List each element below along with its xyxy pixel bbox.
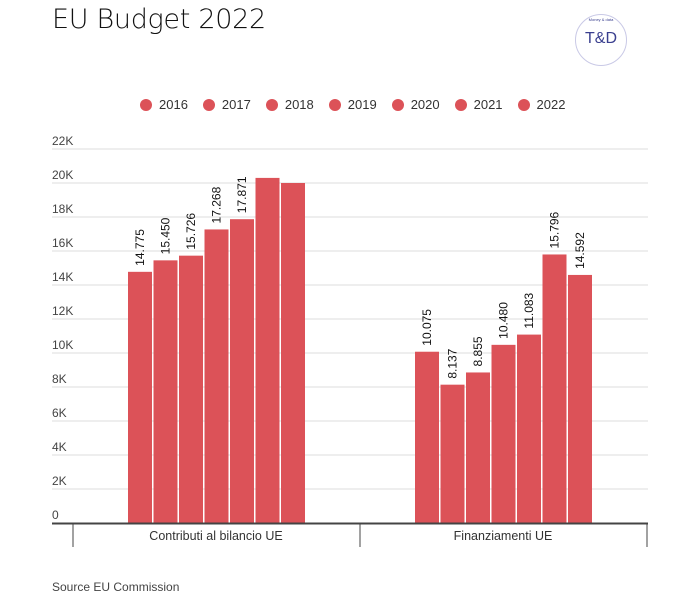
- bar-2020-finanziamenti: [517, 334, 541, 523]
- y-tick-label: 20K: [52, 168, 73, 182]
- bar-2020-contributi: [230, 219, 254, 523]
- chart-legend: 2016 2017 2018 2019 2020 2021 2022: [140, 97, 580, 112]
- legend-item-2021[interactable]: 2021: [454, 97, 503, 112]
- legend-marker: [391, 98, 404, 111]
- data-label: 11.083: [522, 292, 536, 328]
- bar-2018-contributi: [179, 255, 203, 523]
- data-label: 17.268: [210, 186, 224, 223]
- data-label: 10.075: [420, 309, 434, 346]
- legend-marker: [328, 98, 341, 111]
- logo-subtext: Money & data: [588, 17, 614, 22]
- legend-marker: [454, 98, 467, 111]
- y-tick-label: 4K: [52, 440, 67, 454]
- y-tick-label: 12K: [52, 304, 73, 318]
- bar-2019-finanziamenti: [491, 344, 516, 523]
- bar-2022-finanziamenti: [568, 274, 592, 523]
- legend-item-2019[interactable]: 2019: [328, 97, 377, 112]
- y-tick-label: 0: [52, 508, 59, 522]
- bar-chart: 0 2K 4K 6K 8K 10K 12K 14K 16K 18K 20K 22K 14.775 15.4…: [52, 134, 648, 547]
- y-tick-label: 22K: [52, 134, 73, 148]
- bar-2019-contributi: [204, 229, 229, 523]
- y-tick-label: 18K: [52, 202, 73, 216]
- legend-label: 2017: [221, 97, 251, 112]
- bar-2017-contributi: [153, 260, 178, 523]
- legend-marker: [517, 98, 530, 111]
- legend-item-2020[interactable]: 2020: [391, 97, 440, 112]
- legend-item-2022[interactable]: 2022: [517, 97, 566, 112]
- legend-label: 2021: [473, 97, 503, 112]
- legend-label: 2016: [159, 97, 188, 112]
- data-label: 15.726: [184, 213, 198, 250]
- legend-item-2016[interactable]: 2016: [140, 97, 188, 112]
- brand-logo: Money & data T&D: [575, 14, 627, 66]
- legend-label: 2018: [284, 97, 314, 112]
- legend-item-2017[interactable]: 2017: [202, 97, 251, 112]
- y-tick-label: 2K: [52, 474, 67, 488]
- y-tick-label: 16K: [52, 236, 73, 250]
- bar-2018-finanziamenti: [466, 372, 490, 523]
- data-label: 15.450: [159, 217, 173, 254]
- legend-label: 2020: [410, 97, 440, 112]
- y-tick-label: 8K: [52, 372, 67, 386]
- data-label: 14.775: [133, 229, 147, 266]
- data-label: 10.480: [497, 302, 511, 339]
- bar-2021-contributi: [255, 177, 280, 523]
- data-label: 14.592: [573, 232, 587, 269]
- data-label: 15.796: [548, 211, 562, 248]
- legend-label: 2022: [536, 97, 566, 112]
- bar-2021-finanziamenti: [542, 254, 567, 523]
- y-tick-label: 10K: [52, 338, 73, 352]
- bar-2016-contributi: [128, 271, 152, 523]
- legend-marker: [140, 98, 152, 111]
- chart-title: EU Budget 2022: [52, 4, 266, 35]
- bar-2017-finanziamenti: [440, 384, 465, 523]
- bar-2016-finanziamenti: [415, 351, 439, 523]
- legend-label: 2019: [347, 97, 377, 112]
- x-category-label: Contributi al bilancio UE: [149, 529, 282, 543]
- x-category-label: Finanziamenti UE: [454, 529, 553, 543]
- logo-text: T&D: [585, 30, 617, 47]
- legend-marker: [202, 98, 215, 111]
- y-tick-label: 14K: [52, 270, 73, 284]
- legend-item-2018[interactable]: 2018: [265, 97, 314, 112]
- bar-2022-contributi: [281, 183, 305, 523]
- y-tick-label: 6K: [52, 406, 67, 420]
- legend-marker: [265, 98, 278, 111]
- data-label: 17.871: [235, 176, 249, 213]
- data-label: 8.137: [446, 348, 460, 378]
- source-note: Source EU Commission: [52, 580, 180, 594]
- data-label: 8.855: [471, 336, 485, 366]
